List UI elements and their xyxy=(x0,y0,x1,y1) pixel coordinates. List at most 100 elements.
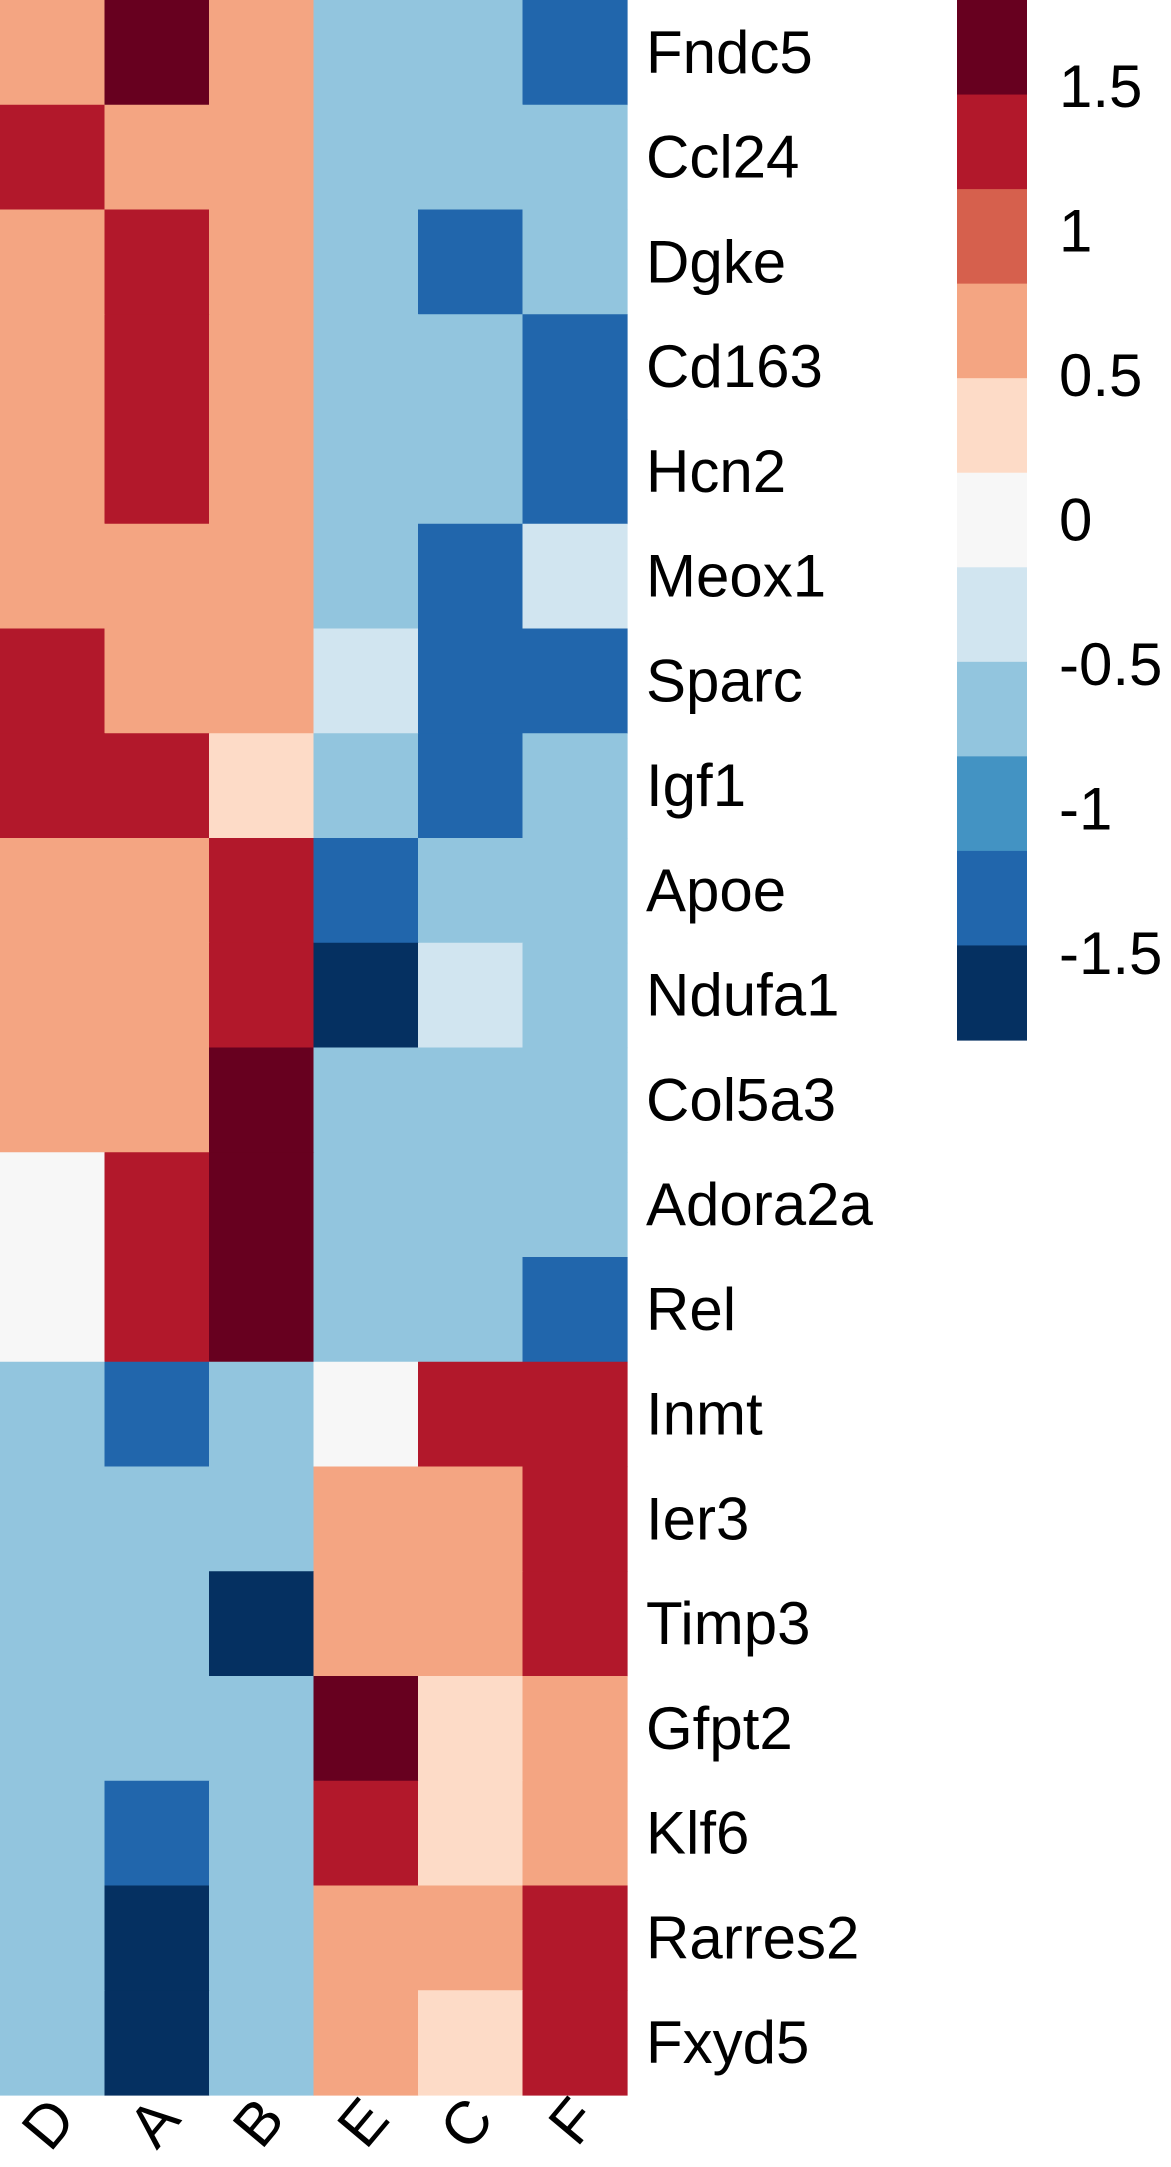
legend-swatch xyxy=(957,661,1027,757)
row-label-ndufa1: Ndufa1 xyxy=(646,962,839,1029)
column-label-a: A xyxy=(115,2085,192,2159)
heatmap-cell-rel-d xyxy=(0,1257,106,1363)
heatmap-cell-dgke-b xyxy=(209,209,315,315)
heatmap-cell-inmt-b xyxy=(209,1361,315,1468)
heatmap-cells xyxy=(0,0,628,2096)
heatmap-cell-sparc-c xyxy=(418,628,524,734)
heatmap-cell-cd163-f xyxy=(522,314,628,420)
heatmap-cell-igf1-f xyxy=(522,733,628,839)
row-label-rel: Rel xyxy=(646,1276,736,1343)
heatmap-cell-apoe-c xyxy=(418,838,524,944)
heatmap-cell-igf1-e xyxy=(313,733,419,839)
column-label-e: E xyxy=(324,2085,401,2159)
heatmap-cell-rel-e xyxy=(313,1257,419,1363)
heatmap-cell-ccl24-b xyxy=(209,104,315,211)
heatmap-cell-hcn2-e xyxy=(313,419,419,525)
heatmap-cell-ier3-d xyxy=(0,1466,106,1572)
heatmap-cell-ndufa1-a xyxy=(104,942,210,1049)
heatmap-cell-hcn2-f xyxy=(522,419,628,525)
row-label-klf6: Klf6 xyxy=(646,1800,749,1867)
heatmap-cell-ccl24-d xyxy=(0,104,106,211)
heatmap-cell-fndc5-c xyxy=(418,0,524,106)
row-label-apoe: Apoe xyxy=(646,857,786,924)
column-label-c: C xyxy=(427,2085,506,2161)
row-label-meox1: Meox1 xyxy=(646,543,826,610)
heatmap-cell-ndufa1-c xyxy=(418,942,524,1049)
heatmap-cell-gfpt2-e xyxy=(313,1676,419,1782)
heatmap-cell-adora2a-c xyxy=(418,1152,524,1258)
heatmap-cell-hcn2-c xyxy=(418,419,524,525)
heatmap-cell-rel-c xyxy=(418,1257,524,1363)
legend-swatch xyxy=(957,189,1027,285)
heatmap-cell-rarres2-b xyxy=(209,1885,315,1991)
heatmap-cell-adora2a-d xyxy=(0,1152,106,1258)
heatmap-cell-timp3-f xyxy=(522,1571,628,1677)
heatmap-cell-rarres2-d xyxy=(0,1885,106,1991)
column-label-d: D xyxy=(9,2085,88,2161)
heatmap-cell-meox1-b xyxy=(209,523,315,630)
row-label-hcn2: Hcn2 xyxy=(646,438,786,505)
heatmap-cell-timp3-c xyxy=(418,1571,524,1677)
legend-tick-label: -0.5 xyxy=(1059,631,1162,698)
row-label-col5a3: Col5a3 xyxy=(646,1066,836,1133)
heatmap-cell-ndufa1-b xyxy=(209,942,315,1049)
heatmap-cell-dgke-c xyxy=(418,209,524,315)
heatmap-cell-apoe-f xyxy=(522,838,628,944)
heatmap-cell-apoe-d xyxy=(0,838,106,944)
row-label-gfpt2: Gfpt2 xyxy=(646,1695,793,1762)
heatmap-cell-fndc5-d xyxy=(0,0,106,106)
legend-tick-label: 1 xyxy=(1059,198,1092,265)
heatmap-cell-apoe-b xyxy=(209,838,315,944)
heatmap-cell-fxyd5-a xyxy=(104,1990,210,2096)
legend-swatch xyxy=(957,850,1027,947)
row-label-igf1: Igf1 xyxy=(646,752,746,819)
heatmap-cell-col5a3-a xyxy=(104,1047,210,1153)
heatmap-cell-igf1-c xyxy=(418,733,524,839)
heatmap-cell-meox1-d xyxy=(0,523,106,630)
heatmap-cell-klf6-d xyxy=(0,1780,106,1887)
row-label-adora2a: Adora2a xyxy=(646,1171,873,1238)
heatmap-cell-gfpt2-a xyxy=(104,1676,210,1782)
legend-ticks: 1.5 1 0.5 0 -0.5 -1 -1.5 xyxy=(1059,53,1162,987)
heatmap-cell-fxyd5-b xyxy=(209,1990,315,2096)
legend-swatch xyxy=(957,378,1027,474)
legend-swatch xyxy=(957,756,1027,852)
heatmap-cell-ccl24-c xyxy=(418,104,524,211)
heatmap-cell-rarres2-f xyxy=(522,1885,628,1991)
heatmap-cell-rarres2-e xyxy=(313,1885,419,1991)
heatmap-cell-adora2a-f xyxy=(522,1152,628,1258)
heatmap-cell-ccl24-a xyxy=(104,104,210,211)
heatmap-cell-inmt-c xyxy=(418,1361,524,1468)
row-label-dgke: Dgke xyxy=(646,228,786,295)
column-label-f: F xyxy=(536,2085,611,2156)
heatmap-cell-ccl24-f xyxy=(522,104,628,211)
heatmap-cell-col5a3-c xyxy=(418,1047,524,1153)
heatmap-cell-cd163-d xyxy=(0,314,106,420)
row-label-rarres2: Rarres2 xyxy=(646,1904,859,1971)
heatmap-cell-fndc5-f xyxy=(522,0,628,106)
heatmap-cell-gfpt2-c xyxy=(418,1676,524,1782)
heatmap-cell-fxyd5-e xyxy=(313,1990,419,2096)
heatmap-cell-gfpt2-b xyxy=(209,1676,315,1782)
heatmap-cell-timp3-e xyxy=(313,1571,419,1677)
heatmap-cell-meox1-f xyxy=(522,523,628,630)
heatmap-cell-col5a3-f xyxy=(522,1047,628,1153)
heatmap-cell-cd163-b xyxy=(209,314,315,420)
heatmap-cell-gfpt2-d xyxy=(0,1676,106,1782)
heatmap-cell-inmt-e xyxy=(313,1361,419,1468)
legend-swatches xyxy=(957,0,1027,1041)
row-label-fxyd5: Fxyd5 xyxy=(646,2009,809,2076)
heatmap-cell-fxyd5-d xyxy=(0,1990,106,2096)
heatmap-cell-rel-a xyxy=(104,1257,210,1363)
heatmap-cell-rarres2-a xyxy=(104,1885,210,1991)
legend-swatch xyxy=(957,0,1027,96)
legend-tick-label: 0.5 xyxy=(1059,342,1142,409)
heatmap-cell-dgke-f xyxy=(522,209,628,315)
heatmap-cell-ier3-c xyxy=(418,1466,524,1572)
heatmap-cell-sparc-e xyxy=(313,628,419,734)
heatmap-cell-klf6-f xyxy=(522,1780,628,1887)
heatmap-cell-rel-f xyxy=(522,1257,628,1363)
heatmap-cell-igf1-b xyxy=(209,733,315,839)
